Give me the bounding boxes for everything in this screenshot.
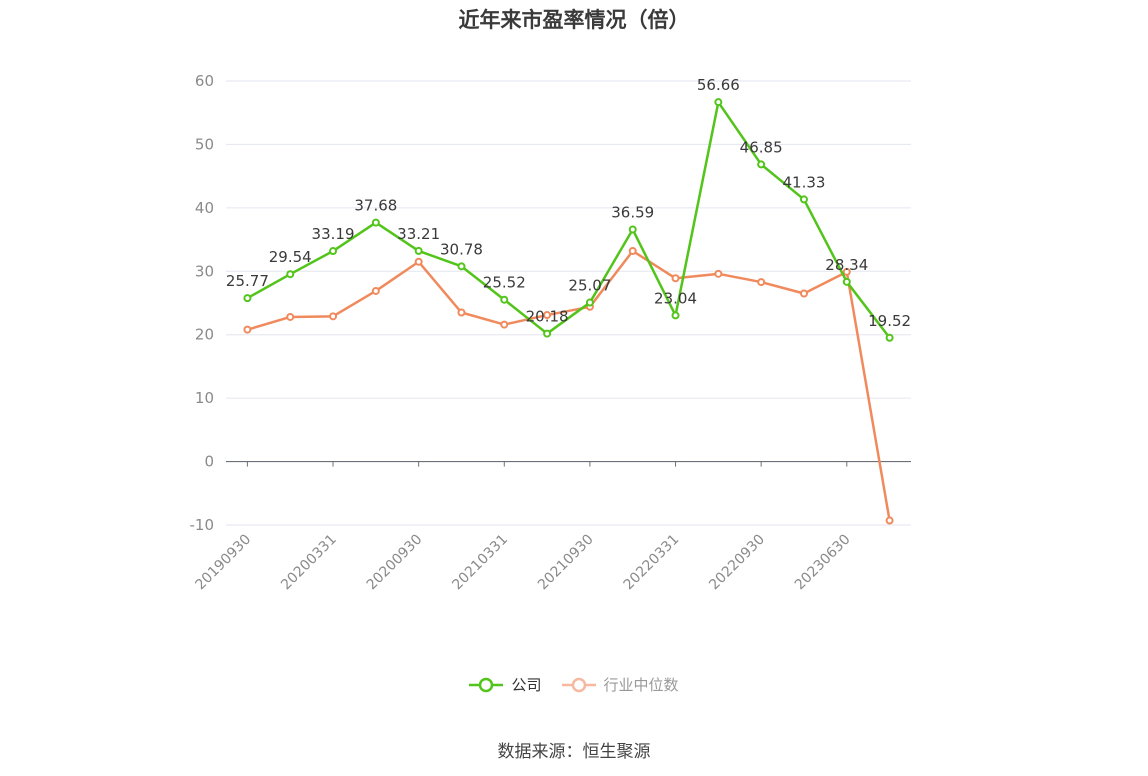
company-data-label: 33.19 xyxy=(312,225,355,243)
industry-data-point xyxy=(757,278,766,287)
company-data-label: 33.21 xyxy=(397,225,440,243)
company-data-label: 23.04 xyxy=(654,289,697,307)
company-data-point xyxy=(457,262,466,271)
pe-ratio-line-chart: -10 0 10 20 30 40 50 60 20190930 20200331 20200930… xyxy=(190,72,912,594)
company-data-point xyxy=(714,98,723,107)
company-data-point xyxy=(885,333,894,342)
industry-data-point xyxy=(628,246,637,255)
y-tick-label: -10 xyxy=(190,516,215,534)
legend-industry-label: 行业中位数 xyxy=(603,676,679,694)
company-data-label: 19.52 xyxy=(868,312,911,330)
company-data-label: 29.54 xyxy=(269,248,312,266)
industry-data-point xyxy=(799,289,808,298)
company-data-label: 46.85 xyxy=(740,138,783,156)
x-tick-label: 20210930 xyxy=(535,532,597,594)
company-data-point xyxy=(671,311,680,320)
x-tick-label: 20230630 xyxy=(792,532,854,594)
industry-data-point xyxy=(329,312,338,321)
company-data-point xyxy=(286,270,295,279)
company-data-point xyxy=(414,246,423,255)
industry-data-point xyxy=(457,308,466,317)
company-data-label: 20.18 xyxy=(526,308,569,326)
company-data-label: 25.52 xyxy=(483,274,526,292)
y-tick-label: 30 xyxy=(195,262,214,280)
x-tick-label: 20210331 xyxy=(449,532,511,594)
industry-data-point xyxy=(885,516,894,525)
legend-item-company[interactable]: 公司 xyxy=(469,674,542,695)
company-data-label: 30.78 xyxy=(440,240,483,258)
company-series-line xyxy=(246,100,891,339)
industry-data-point xyxy=(243,325,252,334)
company-data-label: 36.59 xyxy=(611,203,654,221)
company-data-point xyxy=(371,218,380,227)
company-data-label: 56.66 xyxy=(697,76,740,94)
legend-item-industry-median[interactable]: 行业中位数 xyxy=(561,674,679,695)
industry-data-point xyxy=(500,320,509,329)
y-tick-label: 0 xyxy=(204,453,214,471)
company-data-point xyxy=(329,247,338,256)
y-tick-label: 60 xyxy=(195,72,214,90)
industry-data-point xyxy=(371,286,380,295)
industry-series-line xyxy=(247,249,891,521)
x-tick-label: 20200331 xyxy=(278,532,340,594)
company-data-label: 25.07 xyxy=(568,277,611,295)
legend-company-label: 公司 xyxy=(511,676,542,694)
industry-data-point xyxy=(286,312,295,321)
company-data-point xyxy=(243,294,252,303)
y-tick-label: 50 xyxy=(195,135,214,153)
chart-title: 近年来市盈率情况（倍） xyxy=(458,8,690,32)
y-tick-label: 40 xyxy=(195,199,214,217)
industry-data-point xyxy=(543,311,552,320)
company-data-point xyxy=(757,160,766,169)
industry-data-point xyxy=(671,274,680,283)
company-data-point xyxy=(799,195,808,204)
company-data-point xyxy=(842,277,851,286)
industry-data-point xyxy=(414,257,423,266)
x-tick-label: 20220331 xyxy=(621,532,683,594)
company-data-label: 28.34 xyxy=(825,256,868,274)
data-source-note: 数据来源：恒生聚源 xyxy=(497,742,651,762)
x-tick-label: 20200930 xyxy=(364,532,426,594)
y-tick-label: 10 xyxy=(195,389,214,407)
company-data-label: 41.33 xyxy=(782,173,825,191)
x-tick-label: 20220930 xyxy=(706,532,768,594)
company-data-point xyxy=(585,298,594,307)
company-data-point xyxy=(628,225,637,234)
y-tick-label: 20 xyxy=(195,326,214,344)
legend-company-line-icon xyxy=(469,677,504,692)
company-data-point xyxy=(543,329,552,338)
chart-legend: 公司 行业中位数 xyxy=(0,674,1148,695)
company-data-point xyxy=(500,295,509,304)
industry-data-point xyxy=(842,267,851,276)
industry-data-point xyxy=(714,269,723,278)
x-tick-label: 20190930 xyxy=(193,532,255,594)
legend-industry-line-icon xyxy=(561,677,596,692)
company-data-label: 37.68 xyxy=(354,197,397,215)
company-data-label: 25.77 xyxy=(226,272,269,290)
